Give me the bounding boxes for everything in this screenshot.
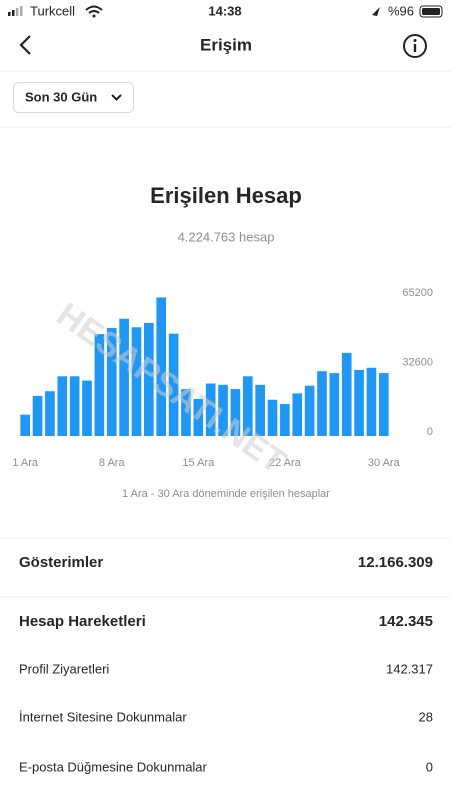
bar xyxy=(329,373,340,436)
wifi-icon xyxy=(85,5,103,14)
location-icon xyxy=(372,7,380,16)
bar xyxy=(304,385,315,436)
stat-value: 0 xyxy=(426,759,433,774)
bar xyxy=(230,389,241,436)
x-tick-label: 15 Ara xyxy=(182,457,215,469)
bar xyxy=(378,373,389,436)
x-tick-label: 30 Ara xyxy=(368,457,401,469)
bar xyxy=(82,380,92,436)
stat-value: 142.317 xyxy=(386,661,433,676)
bar xyxy=(20,414,31,436)
filter-label: Son 30 Gün xyxy=(25,89,97,104)
stat-label: E-posta Düğmesine Dokunmalar xyxy=(19,759,208,774)
y-tick-label: 65200 xyxy=(402,287,433,299)
bar xyxy=(292,393,303,436)
bar xyxy=(168,333,179,436)
chart: 0 32600 65200 1 Ara 8 Ara 15 Ara 22 Ara 30 Ara xyxy=(12,287,433,469)
bar xyxy=(131,327,142,436)
bar xyxy=(57,376,68,436)
bar xyxy=(255,384,265,436)
bar xyxy=(317,371,327,436)
info-button[interactable] xyxy=(403,34,427,58)
stats-list: Gösterimler 12.166.309 Hesap Hareketleri 14… xyxy=(19,554,433,774)
bar xyxy=(32,395,43,436)
carrier: Turkcell xyxy=(30,3,75,18)
bar xyxy=(366,367,377,436)
bar xyxy=(119,318,129,436)
battery-level xyxy=(422,8,440,15)
y-tick-label: 32600 xyxy=(402,356,433,368)
stat-label: Gösterimler xyxy=(19,554,103,571)
chevron xyxy=(111,94,122,101)
x-tick-label: 8 Ara xyxy=(99,457,126,469)
header-title: Erişim xyxy=(200,35,252,54)
bar xyxy=(106,327,117,436)
chart-subtitle: 4.224.763 hesap xyxy=(178,229,275,244)
stat-value: 12.166.309 xyxy=(358,554,433,571)
stat-label: İnternet Sitesine Dokunmalar xyxy=(19,709,187,724)
battery-icon xyxy=(419,5,443,18)
battery-text: %96 xyxy=(388,3,414,18)
bar xyxy=(94,334,105,436)
clock: 14:38 xyxy=(208,3,241,18)
back-button[interactable] xyxy=(19,35,31,55)
bar xyxy=(354,369,364,436)
stat-label: Hesap Hareketleri xyxy=(19,613,146,630)
filter-button[interactable] xyxy=(13,82,134,113)
signal-icon xyxy=(8,6,23,16)
wifi-dot xyxy=(92,14,96,18)
x-tick-label: 1 Ara xyxy=(12,457,39,469)
y-tick-label: 0 xyxy=(427,426,433,438)
bar xyxy=(242,376,253,436)
x-tick-label: 22 Ara xyxy=(269,457,302,469)
bar xyxy=(218,384,228,436)
bar xyxy=(267,399,278,436)
stat-value: 142.345 xyxy=(379,613,433,630)
stat-value: 28 xyxy=(419,709,433,724)
bar xyxy=(205,383,216,436)
chart-title: Erişilen Hesap xyxy=(150,183,302,208)
stat-label: Profil Ziyaretleri xyxy=(19,661,109,676)
chart-caption: 1 Ara - 30 Ara döneminde erişilen hesapl… xyxy=(122,488,330,500)
bar xyxy=(144,323,154,436)
bar xyxy=(280,404,290,436)
bar xyxy=(156,297,167,436)
bar xyxy=(181,389,191,436)
bar xyxy=(341,352,352,436)
bar xyxy=(193,398,204,436)
bar xyxy=(45,391,55,436)
bar xyxy=(69,376,80,436)
